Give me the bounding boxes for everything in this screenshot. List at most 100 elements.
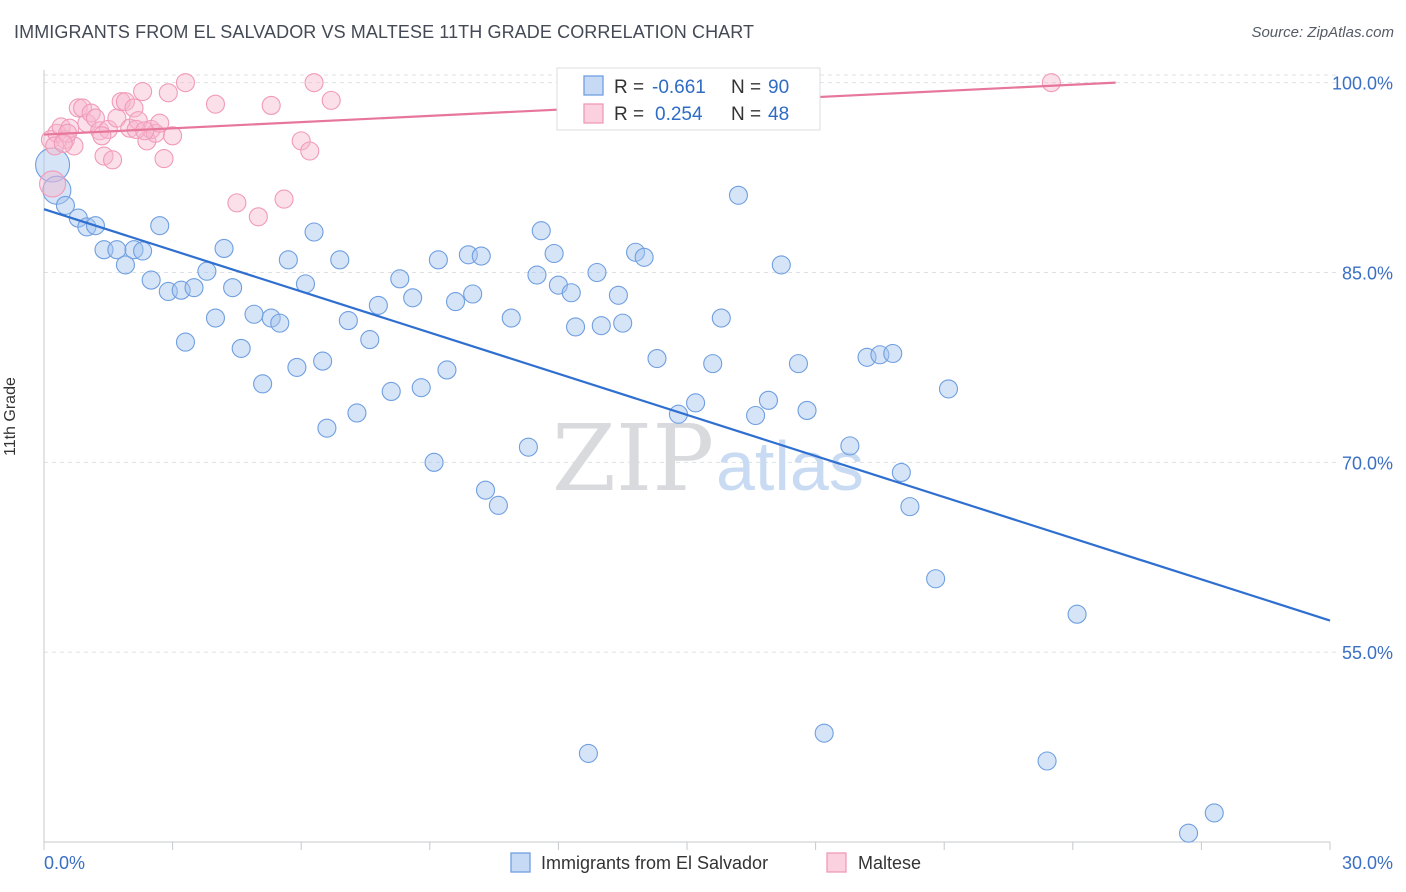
- data-point-el-salvador: [840, 436, 860, 456]
- data-point-el-salvador: [184, 278, 204, 298]
- data-point-el-salvador: [428, 250, 448, 270]
- axes: [43, 70, 1331, 850]
- data-point-el-salvador: [758, 390, 778, 410]
- data-point-maltese: [85, 108, 105, 128]
- data-point-maltese: [133, 81, 153, 102]
- data-point-maltese: [68, 98, 88, 118]
- data-point-el-salvador: [544, 243, 564, 264]
- data-point-maltese: [92, 126, 112, 146]
- data-point-el-salvador: [368, 295, 388, 315]
- data-point-el-salvador: [634, 247, 654, 267]
- data-point-el-salvador: [647, 349, 667, 369]
- data-point-el-salvador: [205, 308, 226, 328]
- data-point-el-salvador: [527, 265, 547, 285]
- x-tick-labels: 0.0% 30.0%: [44, 853, 1393, 873]
- data-point-el-salvador: [591, 316, 611, 336]
- data-point-maltese: [53, 133, 73, 153]
- data-point-el-salvador: [338, 311, 358, 331]
- legend-swatch-blue: [583, 75, 604, 96]
- data-point-el-salvador: [518, 437, 538, 457]
- data-point-el-salvador: [771, 255, 791, 275]
- legend-r-label: R =: [614, 77, 644, 98]
- y-tick-label: 55.0%: [1342, 643, 1393, 663]
- data-point-el-salvador: [317, 418, 337, 438]
- legend-swatch-pink: [583, 103, 604, 124]
- data-point-maltese: [1041, 73, 1061, 93]
- data-point-el-salvador: [107, 240, 127, 260]
- data-point-maltese: [300, 141, 320, 161]
- data-point-maltese: [124, 98, 144, 118]
- data-point-maltese: [158, 83, 178, 103]
- legend-n-label: N =: [731, 104, 761, 125]
- data-point-el-salvador: [403, 288, 423, 308]
- data-point-el-salvador: [587, 262, 607, 283]
- data-point-maltese: [261, 95, 281, 115]
- data-point-maltese: [227, 193, 247, 213]
- y-tick-label: 100.0%: [1332, 74, 1393, 94]
- legend-r-value-blue: -0.661: [652, 77, 706, 98]
- data-point-el-salvador: [746, 405, 766, 426]
- data-point-el-salvador: [313, 351, 333, 371]
- data-point-maltese: [163, 126, 183, 146]
- data-point-el-salvador: [608, 285, 628, 305]
- data-point-el-salvador: [133, 241, 153, 261]
- data-point-el-salvador: [390, 269, 410, 289]
- y-tick-labels: 55.0% 70.0% 85.0% 100.0%: [1332, 74, 1393, 664]
- data-point-el-salvador: [501, 308, 521, 328]
- data-point-el-salvador: [711, 308, 731, 328]
- watermark-atlas: atlas: [716, 427, 864, 505]
- legend-n-value-pink: 48: [768, 104, 789, 125]
- data-point-maltese: [154, 149, 174, 169]
- watermark: ZIP atlas: [552, 405, 864, 512]
- data-point-el-salvador: [475, 480, 496, 500]
- data-point-el-salvador: [463, 284, 483, 304]
- data-point-el-salvador: [926, 569, 946, 589]
- data-point-el-salvador: [141, 270, 161, 290]
- data-point-el-salvador: [938, 379, 959, 399]
- data-point-el-salvador: [1178, 823, 1199, 843]
- data-point-el-salvador: [150, 216, 170, 236]
- data-point-el-salvador: [244, 304, 264, 324]
- legend-n-label: N =: [731, 77, 761, 98]
- data-point-el-salvador: [814, 723, 834, 743]
- data-point-el-salvador: [797, 400, 817, 420]
- data-point-el-salvador: [214, 238, 234, 258]
- data-point-maltese: [39, 170, 67, 198]
- data-point-el-salvador: [565, 317, 586, 337]
- data-point-el-salvador: [197, 261, 217, 281]
- data-point-el-salvador: [381, 381, 401, 402]
- data-point-el-salvador: [360, 330, 380, 350]
- data-point-el-salvador: [278, 250, 298, 270]
- legend-swatch-maltese: [826, 852, 847, 873]
- data-point-el-salvador: [175, 332, 196, 352]
- data-point-el-salvador: [115, 255, 135, 275]
- data-point-maltese: [175, 73, 196, 93]
- chart-title: IMMIGRANTS FROM EL SALVADOR VS MALTESE 1…: [14, 22, 755, 42]
- data-point-maltese: [274, 189, 294, 209]
- trend-line-el-salvador: [43, 208, 1331, 622]
- data-point-maltese: [304, 73, 324, 93]
- data-point-el-salvador: [1204, 803, 1224, 823]
- data-point-el-salvador: [788, 354, 809, 374]
- data-point-el-salvador: [424, 452, 444, 472]
- legend-r-label: R =: [614, 104, 644, 125]
- legend-label-maltese: Maltese: [858, 853, 921, 873]
- legend-label-el-salvador: Immigrants from El Salvador: [541, 853, 768, 873]
- data-point-maltese: [205, 94, 226, 114]
- data-point-el-salvador: [613, 313, 633, 333]
- stats-legend: R = -0.661 N = 90 R = 0.254 N = 48: [556, 67, 821, 131]
- gridlines: [44, 74, 1340, 653]
- data-point-el-salvador: [488, 495, 508, 515]
- data-point-el-salvador: [330, 250, 350, 270]
- data-point-el-salvador: [891, 462, 911, 483]
- watermark-zip: ZIP: [552, 405, 714, 512]
- data-point-el-salvador: [55, 195, 75, 215]
- data-point-el-salvador: [437, 360, 457, 380]
- x-tick-label: 30.0%: [1342, 853, 1393, 873]
- data-point-el-salvador: [703, 354, 723, 374]
- data-point-el-salvador: [287, 357, 307, 377]
- data-point-el-salvador: [411, 378, 431, 398]
- data-point-el-salvador: [900, 497, 920, 517]
- data-point-el-salvador: [231, 338, 251, 358]
